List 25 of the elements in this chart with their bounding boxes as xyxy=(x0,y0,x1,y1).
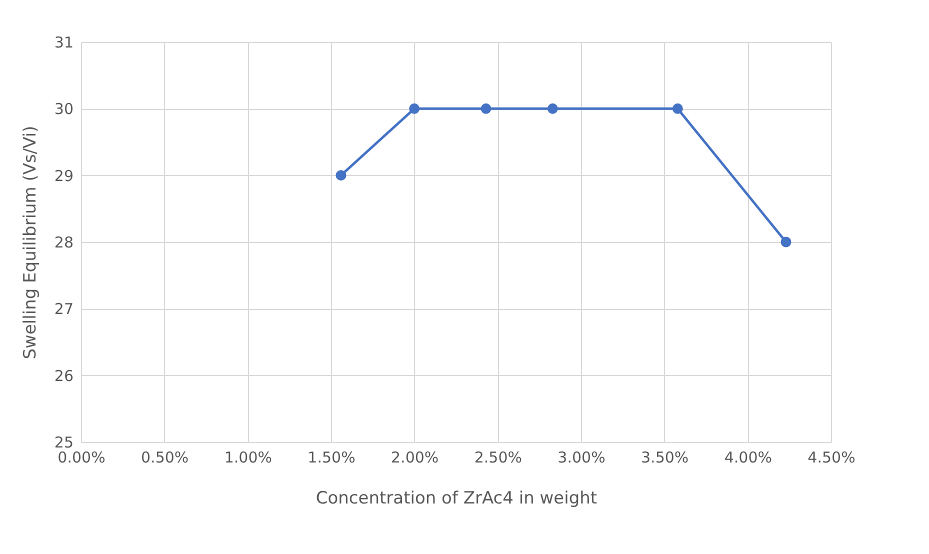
x-tick-label: 3.00% xyxy=(558,448,606,466)
y-tick-label: 28 xyxy=(54,234,74,252)
point xyxy=(336,170,346,181)
x-axis-title: Concentration of ZrAc4 in weight xyxy=(316,488,598,508)
x-tick-label: 0.00% xyxy=(58,448,106,466)
x-tick-label: 1.00% xyxy=(224,448,272,466)
y-tick-label: 25 xyxy=(54,434,74,452)
y-tick-label: 26 xyxy=(54,366,74,385)
x-tick-label: 3.50% xyxy=(641,448,689,466)
x-tick-label: 1.50% xyxy=(308,448,356,466)
point xyxy=(547,103,558,114)
y-axis-title: Swelling Equilibrium (Vs/Vi) xyxy=(20,126,40,360)
point xyxy=(672,103,683,114)
x-tick-label: 0.50% xyxy=(141,448,189,466)
point xyxy=(780,236,792,248)
x-tick-label: 2.00% xyxy=(391,448,439,466)
x-tick-label: 2.50% xyxy=(474,448,522,466)
point xyxy=(480,103,492,114)
y-tick-label: 30 xyxy=(54,100,74,118)
point xyxy=(409,103,420,114)
y-tick-label: 29 xyxy=(54,166,74,185)
x-tick-label: 4.00% xyxy=(724,448,772,466)
x-tick-label: 4.50% xyxy=(808,448,856,466)
y-tick-label: 31 xyxy=(54,34,74,52)
y-tick-label: 27 xyxy=(54,300,74,318)
